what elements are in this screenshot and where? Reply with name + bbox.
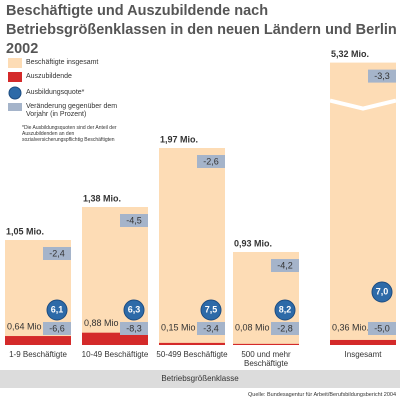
rate-label: 7,0 [376, 286, 389, 296]
x-band [0, 370, 400, 388]
x-tick-label: 50-499 Beschäftigte [156, 350, 228, 359]
change-label: -2,6 [203, 156, 219, 166]
change-label: -2,8 [277, 323, 293, 333]
value-label: 0,08 Mio [235, 322, 270, 332]
bar [82, 332, 148, 345]
value-label: 0,36 Mio. [332, 322, 369, 332]
legend-label: Ausbildungsquote* [26, 89, 85, 96]
legend-label: Auszubildende [26, 73, 72, 80]
rate-marker [46, 299, 68, 321]
rate-label: 6,1 [51, 304, 64, 314]
change-label: -3,3 [374, 71, 390, 81]
legend-swatch [8, 58, 22, 68]
value-label: 0,64 Mio [7, 321, 42, 331]
x-axis-label: Betriebsgrößenklasse [161, 374, 239, 383]
value-label: 0,88 Mio [84, 318, 119, 328]
value-label: 0,15 Mio [161, 322, 196, 332]
value-label: 1,38 Mio. [83, 193, 121, 203]
axis-break [329, 98, 397, 111]
change-label: -3,4 [203, 323, 219, 333]
value-label: 0,93 Mio. [234, 238, 272, 248]
legend-label: Beschäftigte insgesamt [26, 59, 99, 66]
x-tick-label: 500 und mehr Beschäftigte [241, 350, 291, 368]
bar [159, 342, 225, 345]
change-label: -2,4 [49, 248, 65, 258]
change-box [120, 322, 148, 335]
bar [233, 343, 299, 345]
bar [5, 336, 71, 345]
change-label: -5,0 [374, 323, 390, 333]
bar [330, 339, 396, 345]
change-box [197, 155, 225, 168]
change-box [271, 259, 299, 272]
change-box [43, 322, 71, 335]
rate-label: 7,5 [205, 304, 218, 314]
change-label: -8,3 [126, 323, 142, 333]
change-box [120, 214, 148, 227]
rate-marker [371, 281, 393, 303]
rate-label: 8,2 [279, 304, 292, 314]
value-label: 1,05 Mio. [6, 226, 44, 236]
value-label: 5,32 Mio. [331, 49, 369, 59]
source: Quelle: Bundesagentur für Arbeit/Berufsb… [248, 392, 396, 398]
change-box [368, 322, 396, 335]
footnote: *Die Ausbildungsquoten sind der Anteil d… [22, 125, 117, 143]
rate-marker [274, 299, 296, 321]
change-box [368, 69, 396, 83]
x-tick-label: 1-9 Beschäftigte [9, 350, 67, 359]
x-tick-label: 10-49 Beschäftigte [81, 350, 149, 359]
rate-marker [200, 299, 222, 321]
change-box [271, 322, 299, 335]
change-label: -4,5 [126, 215, 142, 225]
legend-swatch [8, 72, 22, 82]
change-label: -6,6 [49, 323, 65, 333]
legend-swatch [8, 86, 22, 100]
change-box [197, 322, 225, 335]
chart-title: Beschäftigte und Auszubildende nach Betr… [6, 3, 397, 57]
legend-swatch [8, 103, 22, 111]
rate-label: 6,3 [128, 304, 141, 314]
x-tick-label: Insgesamt [344, 350, 382, 359]
legend-label: Veränderung gegenüber dem Vorjahr (in Pr… [26, 103, 118, 118]
rate-marker [123, 299, 145, 321]
change-box [43, 247, 71, 260]
value-label: 1,97 Mio. [160, 134, 198, 144]
change-label: -4,2 [277, 260, 293, 270]
